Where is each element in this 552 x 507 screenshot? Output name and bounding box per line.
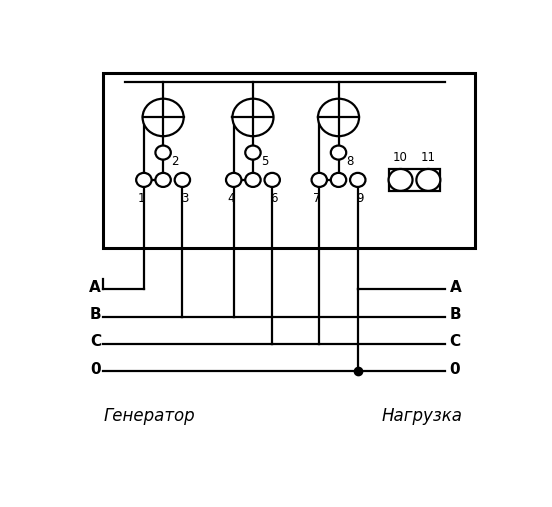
Circle shape [245,173,261,187]
Circle shape [264,173,280,187]
Circle shape [318,99,359,136]
Circle shape [142,99,184,136]
Text: B: B [89,307,101,322]
Circle shape [156,173,171,187]
Text: Генератор: Генератор [103,407,195,425]
Circle shape [232,99,273,136]
Text: A: A [450,280,461,295]
Circle shape [350,173,365,187]
Text: Нагрузка: Нагрузка [381,407,463,425]
Circle shape [389,169,412,191]
Circle shape [245,146,261,160]
Text: 1: 1 [138,192,146,205]
Text: 7: 7 [314,192,321,205]
Text: 2: 2 [171,155,178,167]
Circle shape [226,173,241,187]
Text: C: C [90,335,101,349]
Text: A: A [89,280,101,295]
Text: C: C [450,335,461,349]
Circle shape [311,173,327,187]
Circle shape [331,173,346,187]
Circle shape [416,169,440,191]
Text: 9: 9 [356,192,364,205]
Text: 6: 6 [270,192,278,205]
Text: 0: 0 [91,362,101,377]
Text: 8: 8 [346,155,354,167]
Circle shape [136,173,152,187]
Text: 5: 5 [261,155,268,167]
Circle shape [174,173,190,187]
Text: 4: 4 [228,192,235,205]
Circle shape [331,146,346,160]
Text: 11: 11 [421,151,436,164]
Text: 0: 0 [450,362,460,377]
Circle shape [156,146,171,160]
Text: 10: 10 [393,151,408,164]
Text: 3: 3 [181,192,188,205]
Text: B: B [450,307,461,322]
